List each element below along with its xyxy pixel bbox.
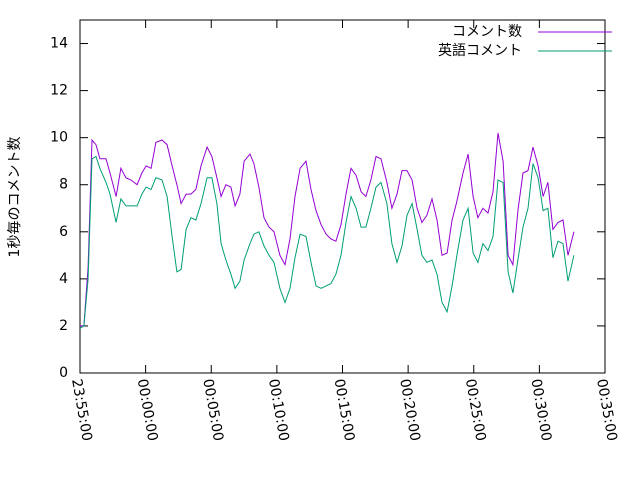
plot-frame: [79, 19, 606, 374]
series-line: [80, 132, 575, 327]
x-tick-label: 00:10:00: [265, 378, 292, 443]
x-tick-label: 00:20:00: [396, 378, 423, 443]
x-tick-label: 23:55:00: [68, 378, 95, 443]
x-tick-label: 00:15:00: [331, 378, 358, 443]
legend-label: 英語コメント: [438, 42, 522, 59]
series-line: [79, 155, 575, 329]
y-tick-label: 10: [50, 130, 68, 146]
y-axis-label: 1秒毎のコメント数: [7, 137, 23, 258]
y-tick-label: 2: [59, 318, 68, 334]
x-tick-label: 00:25:00: [462, 378, 489, 443]
legend-label: コメント数: [452, 24, 522, 40]
y-tick-label: 8: [59, 177, 68, 193]
y-tick-label: 0: [59, 365, 68, 381]
y-tick-label: 14: [50, 36, 68, 52]
x-tick-label: 00:05:00: [199, 378, 226, 443]
x-tick-label: 00:35:00: [593, 378, 620, 443]
x-tick-label: 00:00:00: [134, 378, 161, 443]
y-tick-label: 12: [50, 83, 68, 99]
x-tick-label: 00:30:00: [527, 378, 554, 443]
y-tick-label: 4: [59, 271, 68, 287]
y-tick-label: 6: [59, 224, 68, 240]
